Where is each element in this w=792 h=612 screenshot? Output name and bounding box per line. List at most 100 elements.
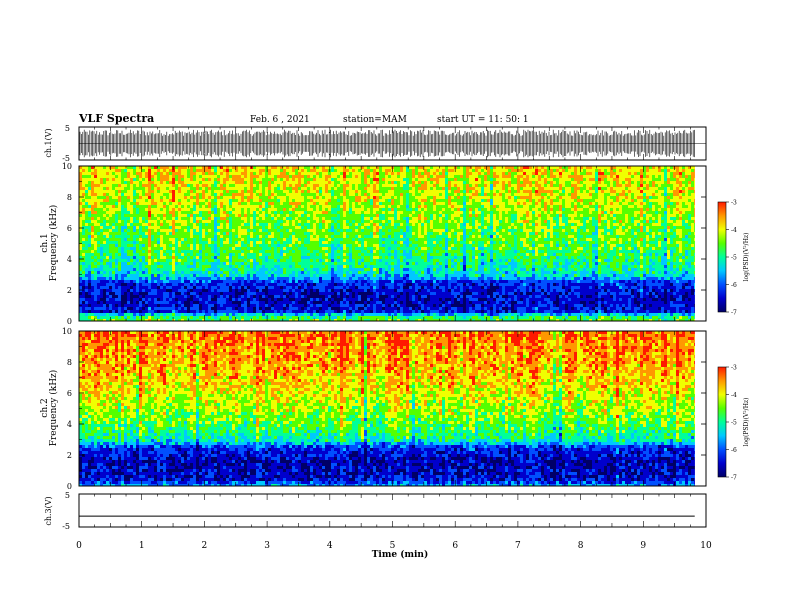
- spectrogram-cell: [115, 193, 119, 197]
- spectrogram-cell: [283, 211, 287, 215]
- spectrogram-cell: [109, 289, 113, 293]
- spectrogram-cell: [208, 310, 212, 314]
- spectrogram-cell: [355, 256, 359, 260]
- spectrogram-cell: [331, 265, 335, 269]
- spectrogram-cell: [235, 166, 239, 170]
- spectrogram-cell: [193, 208, 197, 212]
- spectrogram-cell: [235, 289, 239, 293]
- spectrogram-cell: [337, 193, 341, 197]
- spectrogram-cell: [229, 229, 233, 233]
- spectrogram-cell: [103, 238, 107, 242]
- spectrogram-cell: [211, 196, 215, 200]
- spectrogram-cell: [310, 229, 314, 233]
- spectrogram-cell: [85, 304, 89, 308]
- spectrogram-cell: [352, 223, 356, 227]
- spectrogram-cell: [334, 274, 338, 278]
- spectrogram-cell: [244, 208, 248, 212]
- spectrogram-cell: [244, 280, 248, 284]
- spectrogram-cell: [358, 289, 362, 293]
- spectrogram-cell: [127, 202, 131, 206]
- spectrogram-cell: [88, 169, 92, 173]
- spectrogram-cell: [217, 295, 221, 299]
- spectrogram-cell: [160, 193, 164, 197]
- spectrogram-cell: [265, 283, 269, 287]
- spectrogram-cell: [292, 229, 296, 233]
- spectrogram-cell: [244, 319, 248, 322]
- spectrogram-cell: [223, 169, 227, 173]
- spectrogram-cell: [139, 310, 143, 314]
- spectrogram-cell: [211, 205, 215, 209]
- spectrogram-cell: [307, 253, 311, 257]
- spectrogram-cell: [340, 220, 344, 224]
- spectrogram-cell: [157, 205, 161, 209]
- spectrogram-cell: [334, 289, 338, 293]
- spectrogram-cell: [124, 313, 128, 317]
- spectrogram-cell: [79, 181, 83, 185]
- spectrogram-cell: [295, 208, 299, 212]
- spectrogram-cell: [169, 250, 173, 254]
- spectrogram-cell: [148, 226, 152, 230]
- spectrogram-cell: [289, 280, 293, 284]
- spectrogram-cell: [190, 202, 194, 206]
- spectrogram-cell: [85, 280, 89, 284]
- spectrogram-cell: [109, 301, 113, 305]
- spectrogram-cell: [274, 280, 278, 284]
- spectrogram-cell: [118, 292, 122, 296]
- spectrogram-cell: [328, 250, 332, 254]
- spectrogram-cell: [202, 220, 206, 224]
- spectrogram-cell: [262, 292, 266, 296]
- spectrogram-cell: [274, 313, 278, 317]
- spectrogram-cell: [121, 223, 125, 227]
- spectrogram-cell: [112, 205, 116, 209]
- spectrogram-cell: [169, 256, 173, 260]
- spectrogram-cell: [295, 271, 299, 275]
- spectrogram-cell: [331, 271, 335, 275]
- spectrogram-cell: [151, 289, 155, 293]
- spectrogram-cell: [286, 250, 290, 254]
- spectrogram-cell: [88, 187, 92, 191]
- spectrogram-cell: [121, 181, 125, 185]
- spectrogram-cell: [190, 313, 194, 317]
- spectrogram-cell: [250, 229, 254, 233]
- spectrogram-cell: [196, 232, 200, 236]
- spectrogram-cell: [241, 280, 245, 284]
- spectrogram-cell: [316, 244, 320, 248]
- spectrogram-cell: [346, 178, 350, 182]
- spectrogram-cell: [262, 289, 266, 293]
- spectrogram-cell: [337, 229, 341, 233]
- spectrogram-cell: [244, 250, 248, 254]
- spectrogram-cell: [169, 292, 173, 296]
- spectrogram-cell: [151, 259, 155, 263]
- spectrogram-cell: [130, 313, 134, 317]
- spectrogram-cell: [106, 166, 110, 170]
- spectrogram-cell: [355, 307, 359, 311]
- spectrogram-cell: [190, 301, 194, 305]
- spectrogram-cell: [97, 166, 101, 170]
- spectrogram-cell: [301, 214, 305, 218]
- spectrogram-cell: [94, 208, 98, 212]
- spectrogram-cell: [85, 229, 89, 233]
- spectrogram-cell: [304, 214, 308, 218]
- spectrogram-cell: [250, 313, 254, 317]
- spectrogram-cell: [247, 244, 251, 248]
- spectrogram-cell: [262, 304, 266, 308]
- spectrogram-cell: [148, 172, 152, 176]
- spectrogram-cell: [148, 253, 152, 257]
- spectrogram-cell: [181, 193, 185, 197]
- spectrogram-cell: [145, 301, 149, 305]
- spectrogram-cell: [97, 175, 101, 179]
- spectrogram-cell: [259, 319, 263, 322]
- spectrogram-cell: [319, 220, 323, 224]
- spectrogram-cell: [283, 247, 287, 251]
- spectrogram-cell: [322, 220, 326, 224]
- spectrogram-cell: [232, 304, 236, 308]
- spectrogram-cell: [217, 235, 221, 239]
- spectrogram-cell: [307, 298, 311, 302]
- spectrogram-cell: [316, 283, 320, 287]
- spectrogram-cell: [274, 205, 278, 209]
- spectrogram-cell: [148, 250, 152, 254]
- spectrogram-cell: [85, 310, 89, 314]
- spectrogram-cell: [283, 268, 287, 272]
- spectrogram-cell: [340, 316, 344, 320]
- spectrogram-cell: [244, 199, 248, 203]
